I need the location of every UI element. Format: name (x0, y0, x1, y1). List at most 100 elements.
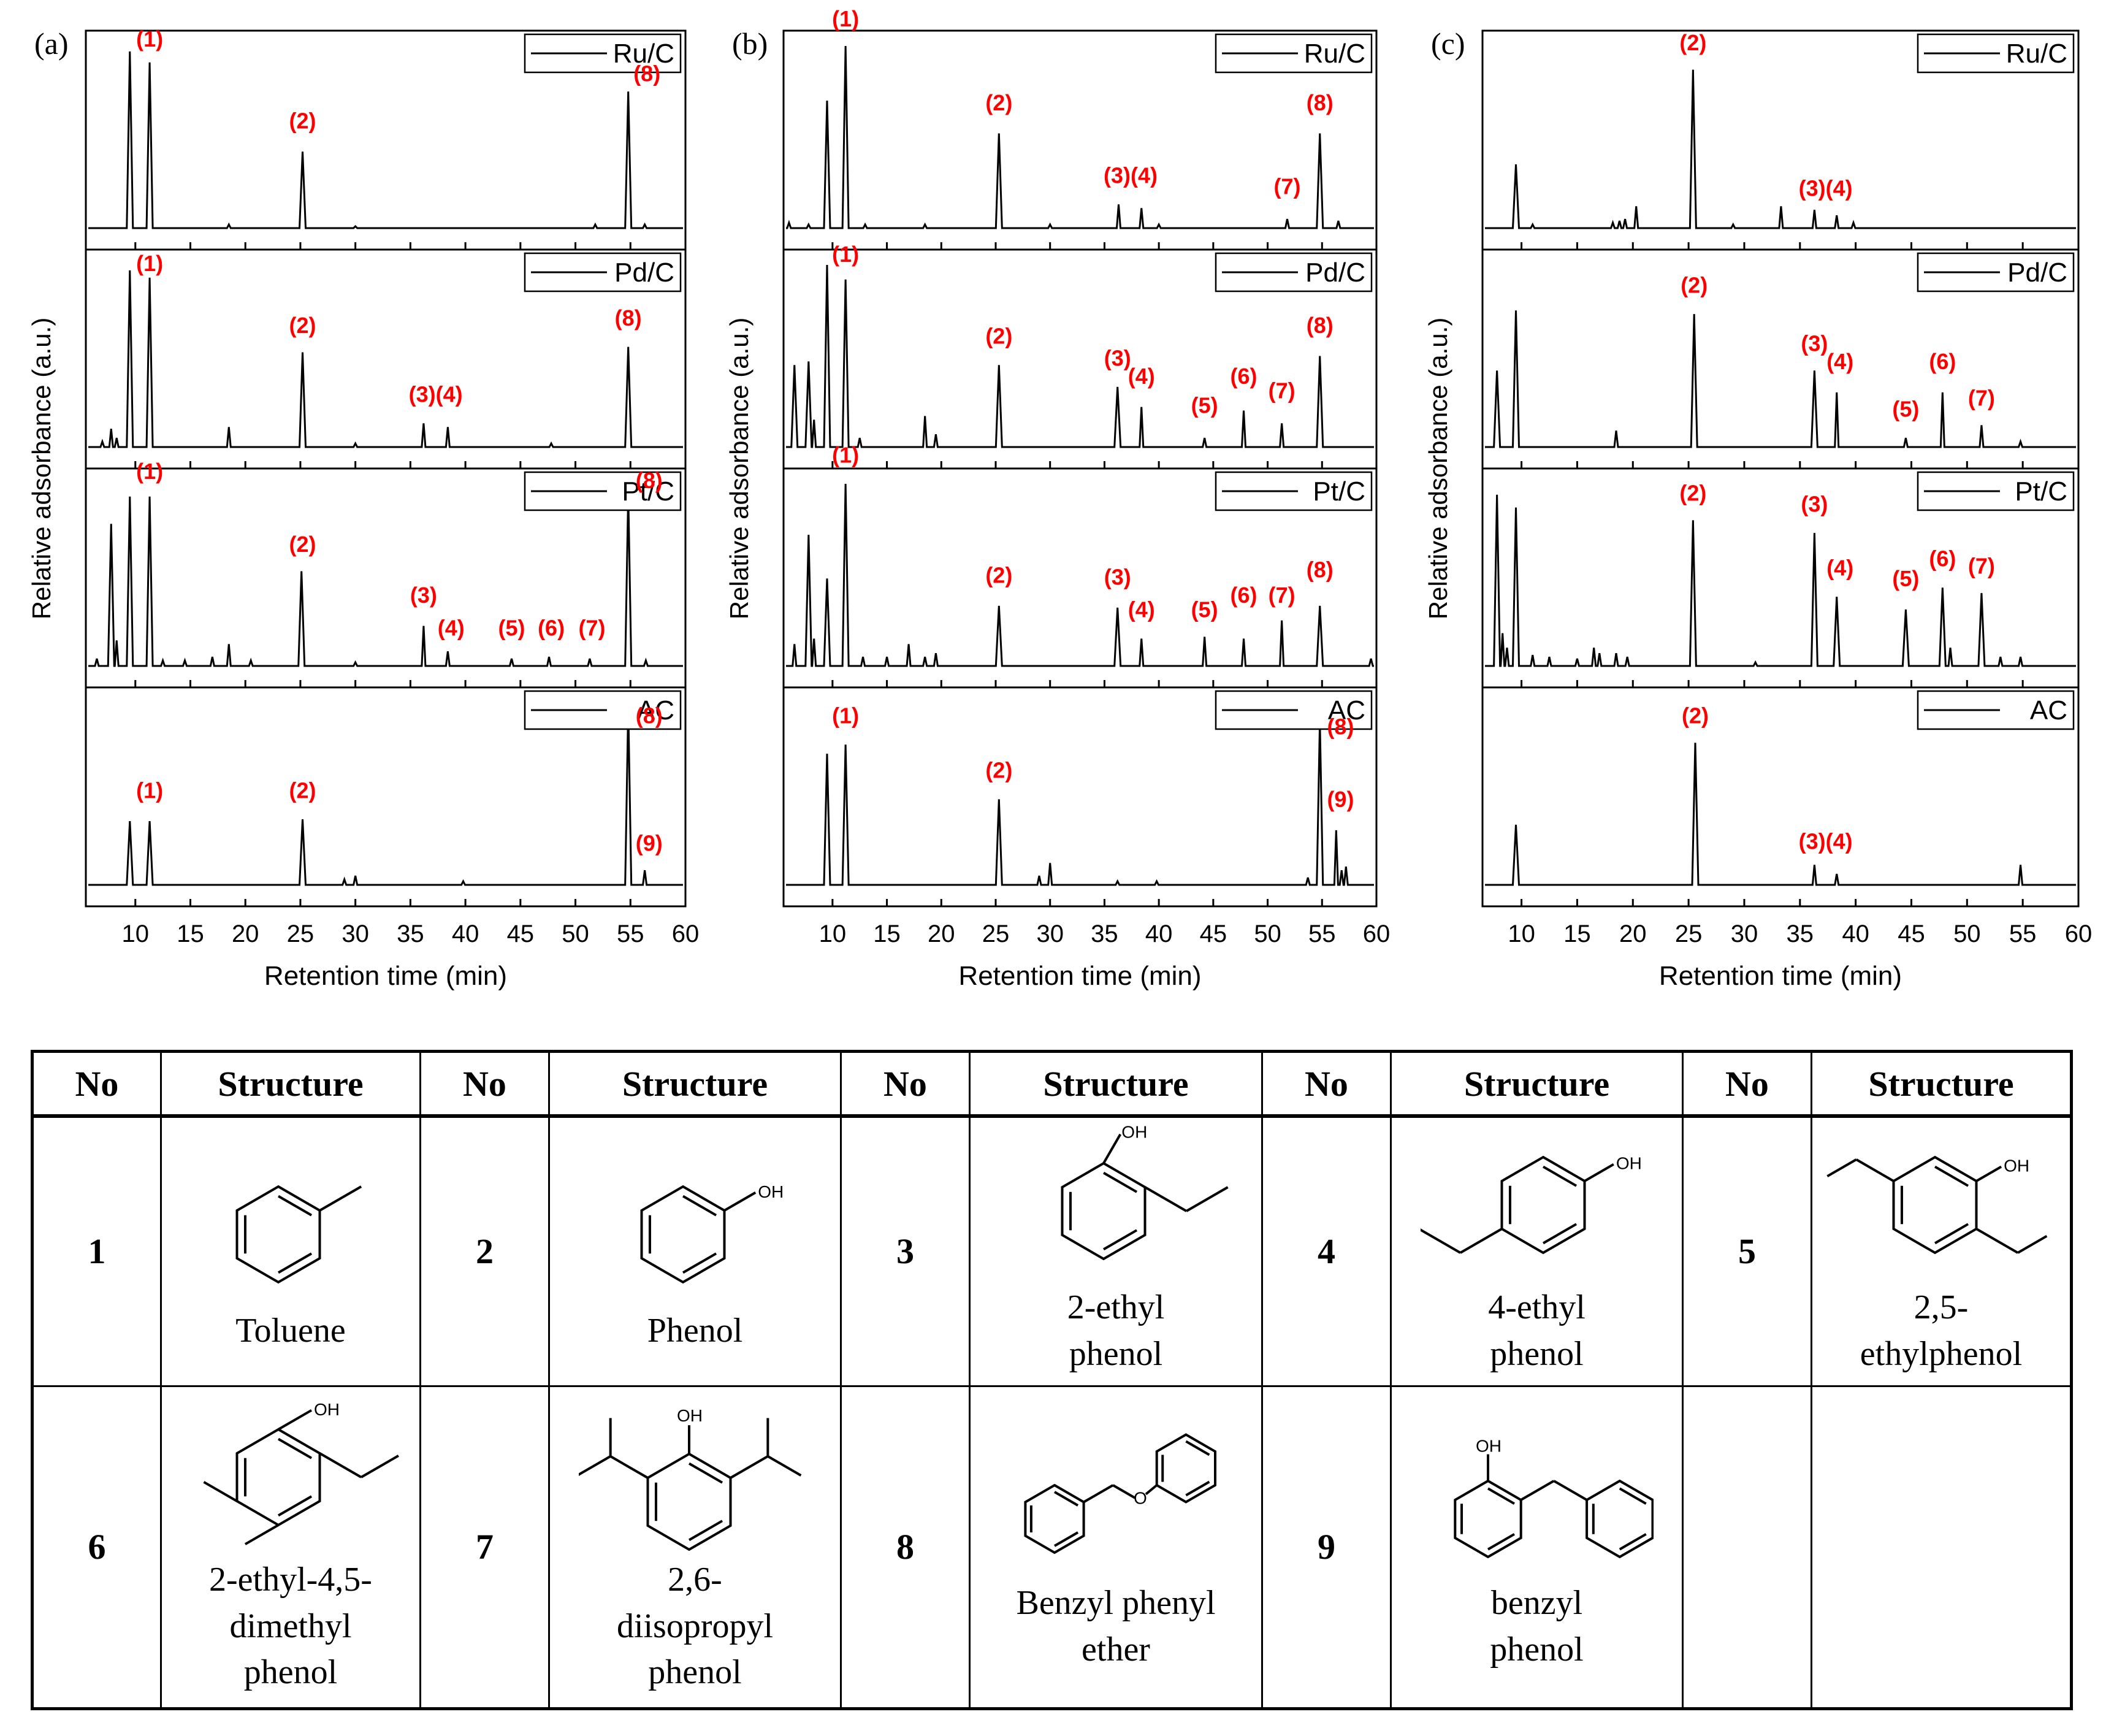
peak-label: (5) (1892, 566, 1919, 591)
subplot-Pd/C: Pd/C (1) (2) (8) (3)(4) (85, 248, 687, 470)
compound-name-line: Benzyl phenyl (1016, 1583, 1216, 1622)
x-tick-label: 45 (1200, 920, 1227, 947)
x-tick-label: 20 (1619, 920, 1647, 947)
bond (203, 1481, 238, 1502)
double-bond (277, 1437, 313, 1459)
panel-label: (b) (732, 26, 768, 61)
table-row: 6 OH 2-ethyl-4,5- dimethyl phenol 7 OH 2,6- diis… (31, 1385, 2072, 1710)
compound-structure: OH benzyl phenol (1390, 1385, 1684, 1710)
bond (1112, 1484, 1135, 1499)
chromatogram-trace (786, 721, 1374, 886)
panel-label: (c) (1431, 26, 1465, 61)
x-axis-label: Retention time (min) (958, 961, 1201, 991)
double-bond (1102, 1229, 1138, 1251)
peak-label: (8) (615, 305, 642, 331)
x-tick-label: 50 (1254, 920, 1281, 947)
atom-label: OH (758, 1182, 784, 1201)
bond (1083, 1484, 1114, 1504)
compound-name: 2-ethyl phenol (971, 1285, 1261, 1377)
4-ethylphenol-structure-icon: OH (1420, 1154, 1641, 1255)
x-tick-label: 25 (287, 920, 315, 947)
compound-number (1682, 1385, 1812, 1710)
subplot-Ru/C: Ru/C (1) (2) (3)(4) (7) (8) (782, 6, 1378, 251)
peak-label: (1) (136, 459, 163, 484)
compound-structure: OH Phenol (548, 1115, 842, 1387)
compound-name-line: 2,5- (1914, 1288, 1969, 1327)
y-axis-label: Relative adsorbance (a.u.) (725, 318, 754, 620)
subplot-frame (782, 686, 1378, 908)
subplot-Pt/C: Pt/C (1) (2) (3) (4) (5) (6) (7) (8) (782, 442, 1378, 689)
compound-name-line: 2-ethyl-4,5- (209, 1561, 372, 1599)
x-tick-label: 55 (617, 920, 644, 947)
peak-label: (8) (1307, 90, 1334, 115)
compound-number: 4 (1261, 1115, 1392, 1387)
bond (578, 1455, 611, 1477)
x-tick-label: 25 (982, 920, 1010, 947)
structure-table: No Structure No Structure No Structure N… (31, 1050, 2073, 1710)
chart-panel-1: (a) Relative adsorbance (a.u.) Ru/C (1) (2) (… (27, 26, 699, 991)
peak-label: (3) (1104, 345, 1131, 370)
double-bond (688, 1520, 723, 1542)
double-bond (277, 1252, 313, 1274)
peak-label: (2) (985, 90, 1012, 115)
benzene-ring (1155, 1433, 1216, 1504)
peak-label: (4) (438, 615, 465, 640)
double-bond (682, 1195, 717, 1217)
benzene-ring (646, 1452, 731, 1551)
phenol-structure-icon: OH (640, 1182, 784, 1284)
compound-name-line: dimethyl (229, 1607, 352, 1645)
x-tick-label: 45 (507, 920, 535, 947)
peak-label: (1) (136, 778, 163, 803)
bond (277, 1409, 313, 1431)
compound-name: 2-ethyl-4,5- dimethyl phenol (162, 1557, 419, 1696)
double-bond (1619, 1532, 1647, 1551)
chromatogram-trace (88, 51, 683, 229)
double-bond (1185, 1440, 1210, 1456)
subplot-Pd/C: Pd/C (2) (3)(4) (5) (6) (7) (1481, 248, 2080, 470)
compound-structure: O Benzyl phenyl ether (969, 1385, 1263, 1710)
double-bond (1487, 1487, 1515, 1505)
peak-label: (3) (1801, 331, 1828, 356)
peak-label: (2) (1681, 272, 1708, 297)
double-bond (1934, 1223, 1969, 1245)
header-no: No (31, 1050, 162, 1118)
compound-name-line: 2-ethyl (1067, 1288, 1165, 1327)
x-tick-label: 40 (1842, 920, 1869, 947)
chromatogram-trace (1485, 743, 2076, 886)
legend-label: AC (637, 695, 674, 725)
x-tick-label: 20 (928, 920, 955, 947)
subplot-Pd/C: Pd/C (1) (2) (3)(4) (5) (6) (7) (8) (782, 242, 1378, 470)
peak-label: (3) (410, 583, 437, 608)
bond (1855, 1158, 1895, 1182)
bond (1186, 1186, 1229, 1212)
x-tick-label: 50 (562, 920, 589, 947)
chromatogram-trace (88, 706, 683, 886)
benzene-ring (1061, 1161, 1147, 1261)
peak-label: (5) (1892, 396, 1919, 421)
peak-label: (6) (538, 615, 565, 640)
compound-name: 2,5- ethylphenol (1812, 1285, 2070, 1377)
bond (244, 1524, 279, 1546)
compound-number: 9 (1261, 1385, 1392, 1710)
x-tick-label: 10 (122, 920, 150, 947)
double-bond (277, 1495, 313, 1517)
header-structure: Structure (1390, 1050, 1684, 1118)
compound-structure: OH 2-ethyl-4,5- dimethyl phenol (160, 1385, 421, 1710)
x-tick-label: 45 (1898, 920, 1925, 947)
atom-label: OH (2004, 1157, 2029, 1176)
compound-name-line: 4-ethyl (1488, 1288, 1586, 1327)
peak-label: (2) (289, 532, 316, 557)
peak-label: (8) (1307, 557, 1334, 582)
peak-label: (1) (832, 442, 859, 467)
compound-name: benzyl phenol (1392, 1580, 1682, 1673)
compound-name-line: Toluene (235, 1311, 346, 1350)
atom-label: OH (1121, 1125, 1147, 1142)
peak-label: (2) (1682, 703, 1709, 728)
2,6-diisopropylphenol-structure-icon: OH (578, 1406, 801, 1551)
peak-label: (8) (633, 61, 660, 86)
y-axis-label: Relative adsorbance (a.u.) (1424, 318, 1452, 620)
compound-name-line: benzyl (1490, 1583, 1583, 1622)
compound-name-line: diisopropyl (616, 1607, 774, 1645)
bond (1975, 1228, 2019, 1254)
benzene-ring (1892, 1155, 1978, 1255)
